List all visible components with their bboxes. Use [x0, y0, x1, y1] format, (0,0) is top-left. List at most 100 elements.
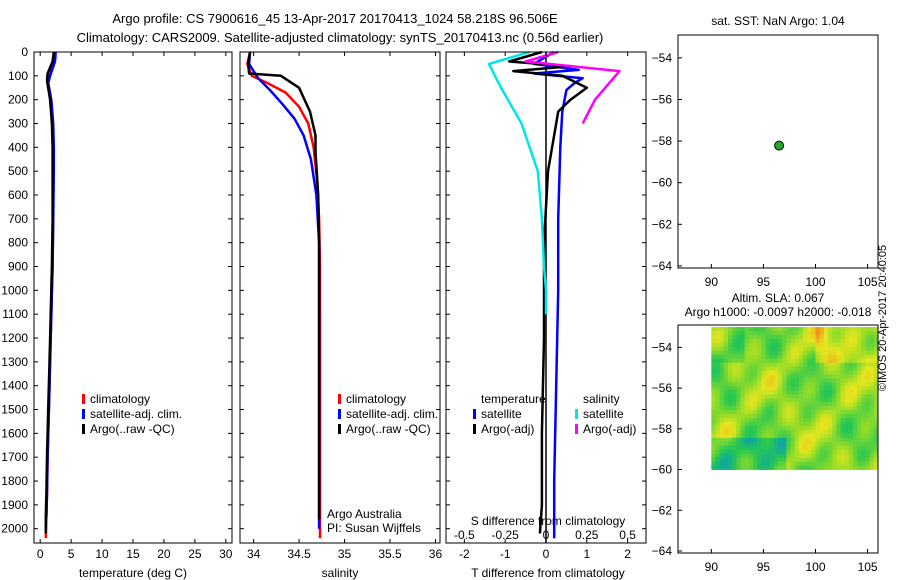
heatmap-cell [728, 449, 733, 455]
heatmap-cell [853, 453, 858, 459]
heatmap-cell [853, 449, 858, 455]
heatmap-cell [798, 441, 804, 447]
heatmap-cell [740, 334, 746, 340]
heatmap-cell [853, 370, 858, 375]
heatmap-cell [803, 433, 808, 439]
heatmap-cell [723, 418, 729, 423]
heatmap-cell [823, 406, 829, 411]
heatmap-cell [782, 374, 787, 379]
heatmap-cell [753, 429, 758, 435]
heatmap-cell [798, 429, 804, 435]
heatmap-cell [807, 366, 812, 371]
heatmap-cell [807, 374, 812, 379]
heatmap-cell [836, 346, 841, 352]
heatmap-cell [782, 449, 787, 455]
profile-title: Argo profile: CS 7900616_45 13-Apr-2017 … [112, 11, 558, 26]
heatmap-cell [782, 370, 787, 375]
heatmap-cell [853, 402, 858, 407]
heatmap-cell [723, 338, 729, 344]
heatmap-cell [819, 402, 825, 407]
heatmap-cell [811, 453, 816, 459]
heatmap-cell [744, 327, 750, 332]
heatmap-cell [748, 449, 754, 455]
heatmap-cell [815, 330, 821, 336]
heatmap-cell [865, 414, 871, 419]
heatmap-cell [740, 406, 746, 411]
heatmap-cell [778, 327, 783, 332]
heatmap-cell [715, 386, 721, 391]
heatmap-cell [765, 414, 771, 419]
heatmap-cell [865, 433, 871, 439]
heatmap-cell [778, 338, 783, 344]
x-tick-label: 15 [126, 547, 140, 561]
heatmap-cell [840, 418, 846, 423]
heatmap-cell [748, 433, 754, 439]
heatmap-cell [748, 346, 754, 352]
heatmap-cell [857, 327, 862, 332]
heatmap-cell [823, 445, 829, 451]
heatmap-cell [828, 437, 833, 443]
heatmap-cell [744, 449, 750, 455]
heatmap-cell [719, 453, 725, 459]
heatmap-cell [807, 398, 812, 403]
heatmap-cell [848, 414, 854, 419]
heatmap-cell [782, 354, 787, 360]
heatmap-cell [719, 394, 725, 399]
heatmap-cell [815, 445, 821, 451]
heatmap-cell [753, 394, 758, 399]
heatmap-cell [728, 358, 733, 364]
heatmap-cell [736, 330, 741, 336]
heatmap-cell [853, 327, 858, 332]
heatmap-cell [748, 402, 754, 407]
heatmap-cell [765, 327, 771, 332]
heatmap-cell [769, 374, 775, 379]
heatmap-cell [828, 370, 833, 375]
y-tick-label: 0 [21, 45, 28, 59]
heatmap-cell [815, 334, 821, 340]
heatmap-cell [769, 406, 775, 411]
heatmap-cell [844, 441, 850, 447]
heatmap-cell [773, 366, 779, 371]
heatmap-cell [794, 461, 800, 466]
legend-swatch [575, 409, 578, 419]
heatmap-cell [786, 374, 791, 379]
heatmap-cell [715, 362, 721, 368]
heatmap-cell [790, 441, 796, 447]
heatmap-cell [836, 338, 841, 344]
heatmap-cell [773, 422, 779, 427]
heatmap-cell [848, 354, 854, 360]
heatmap-cell [828, 374, 833, 379]
salinity-tick-label: 0.25 [575, 528, 599, 542]
heatmap-cell [807, 327, 812, 332]
heatmap-cell [761, 445, 766, 451]
heatmap-cell [865, 465, 871, 470]
heatmap-cell [794, 390, 800, 395]
heatmap-cell [865, 346, 871, 352]
heatmap-cell [873, 354, 879, 360]
heatmap-cell [840, 402, 846, 407]
heatmap-cell [815, 425, 821, 431]
heatmap-cell [769, 394, 775, 399]
y-tick-label: −60 [652, 176, 673, 190]
heatmap-cell [790, 378, 796, 383]
heatmap-cell [828, 429, 833, 435]
heatmap-cell [798, 382, 804, 387]
heatmap-cell [840, 461, 846, 466]
y-tick-label: 2000 [1, 522, 28, 536]
heatmap-cell [857, 453, 862, 459]
heatmap-cell [748, 370, 754, 375]
heatmap-cell [798, 422, 804, 427]
heatmap-cell [786, 382, 791, 387]
legend-header-salinity: salinity [583, 392, 620, 406]
heatmap-cell [828, 457, 833, 463]
heatmap-cell [769, 437, 775, 443]
heatmap-cell [715, 425, 721, 431]
heatmap-cell [807, 378, 812, 383]
heatmap-cell [869, 453, 875, 459]
heatmap-cell [803, 370, 808, 375]
legend-swatch [473, 409, 476, 419]
heatmap-cell [865, 398, 871, 403]
heatmap-cell [773, 382, 779, 387]
heatmap-cell [790, 366, 796, 371]
